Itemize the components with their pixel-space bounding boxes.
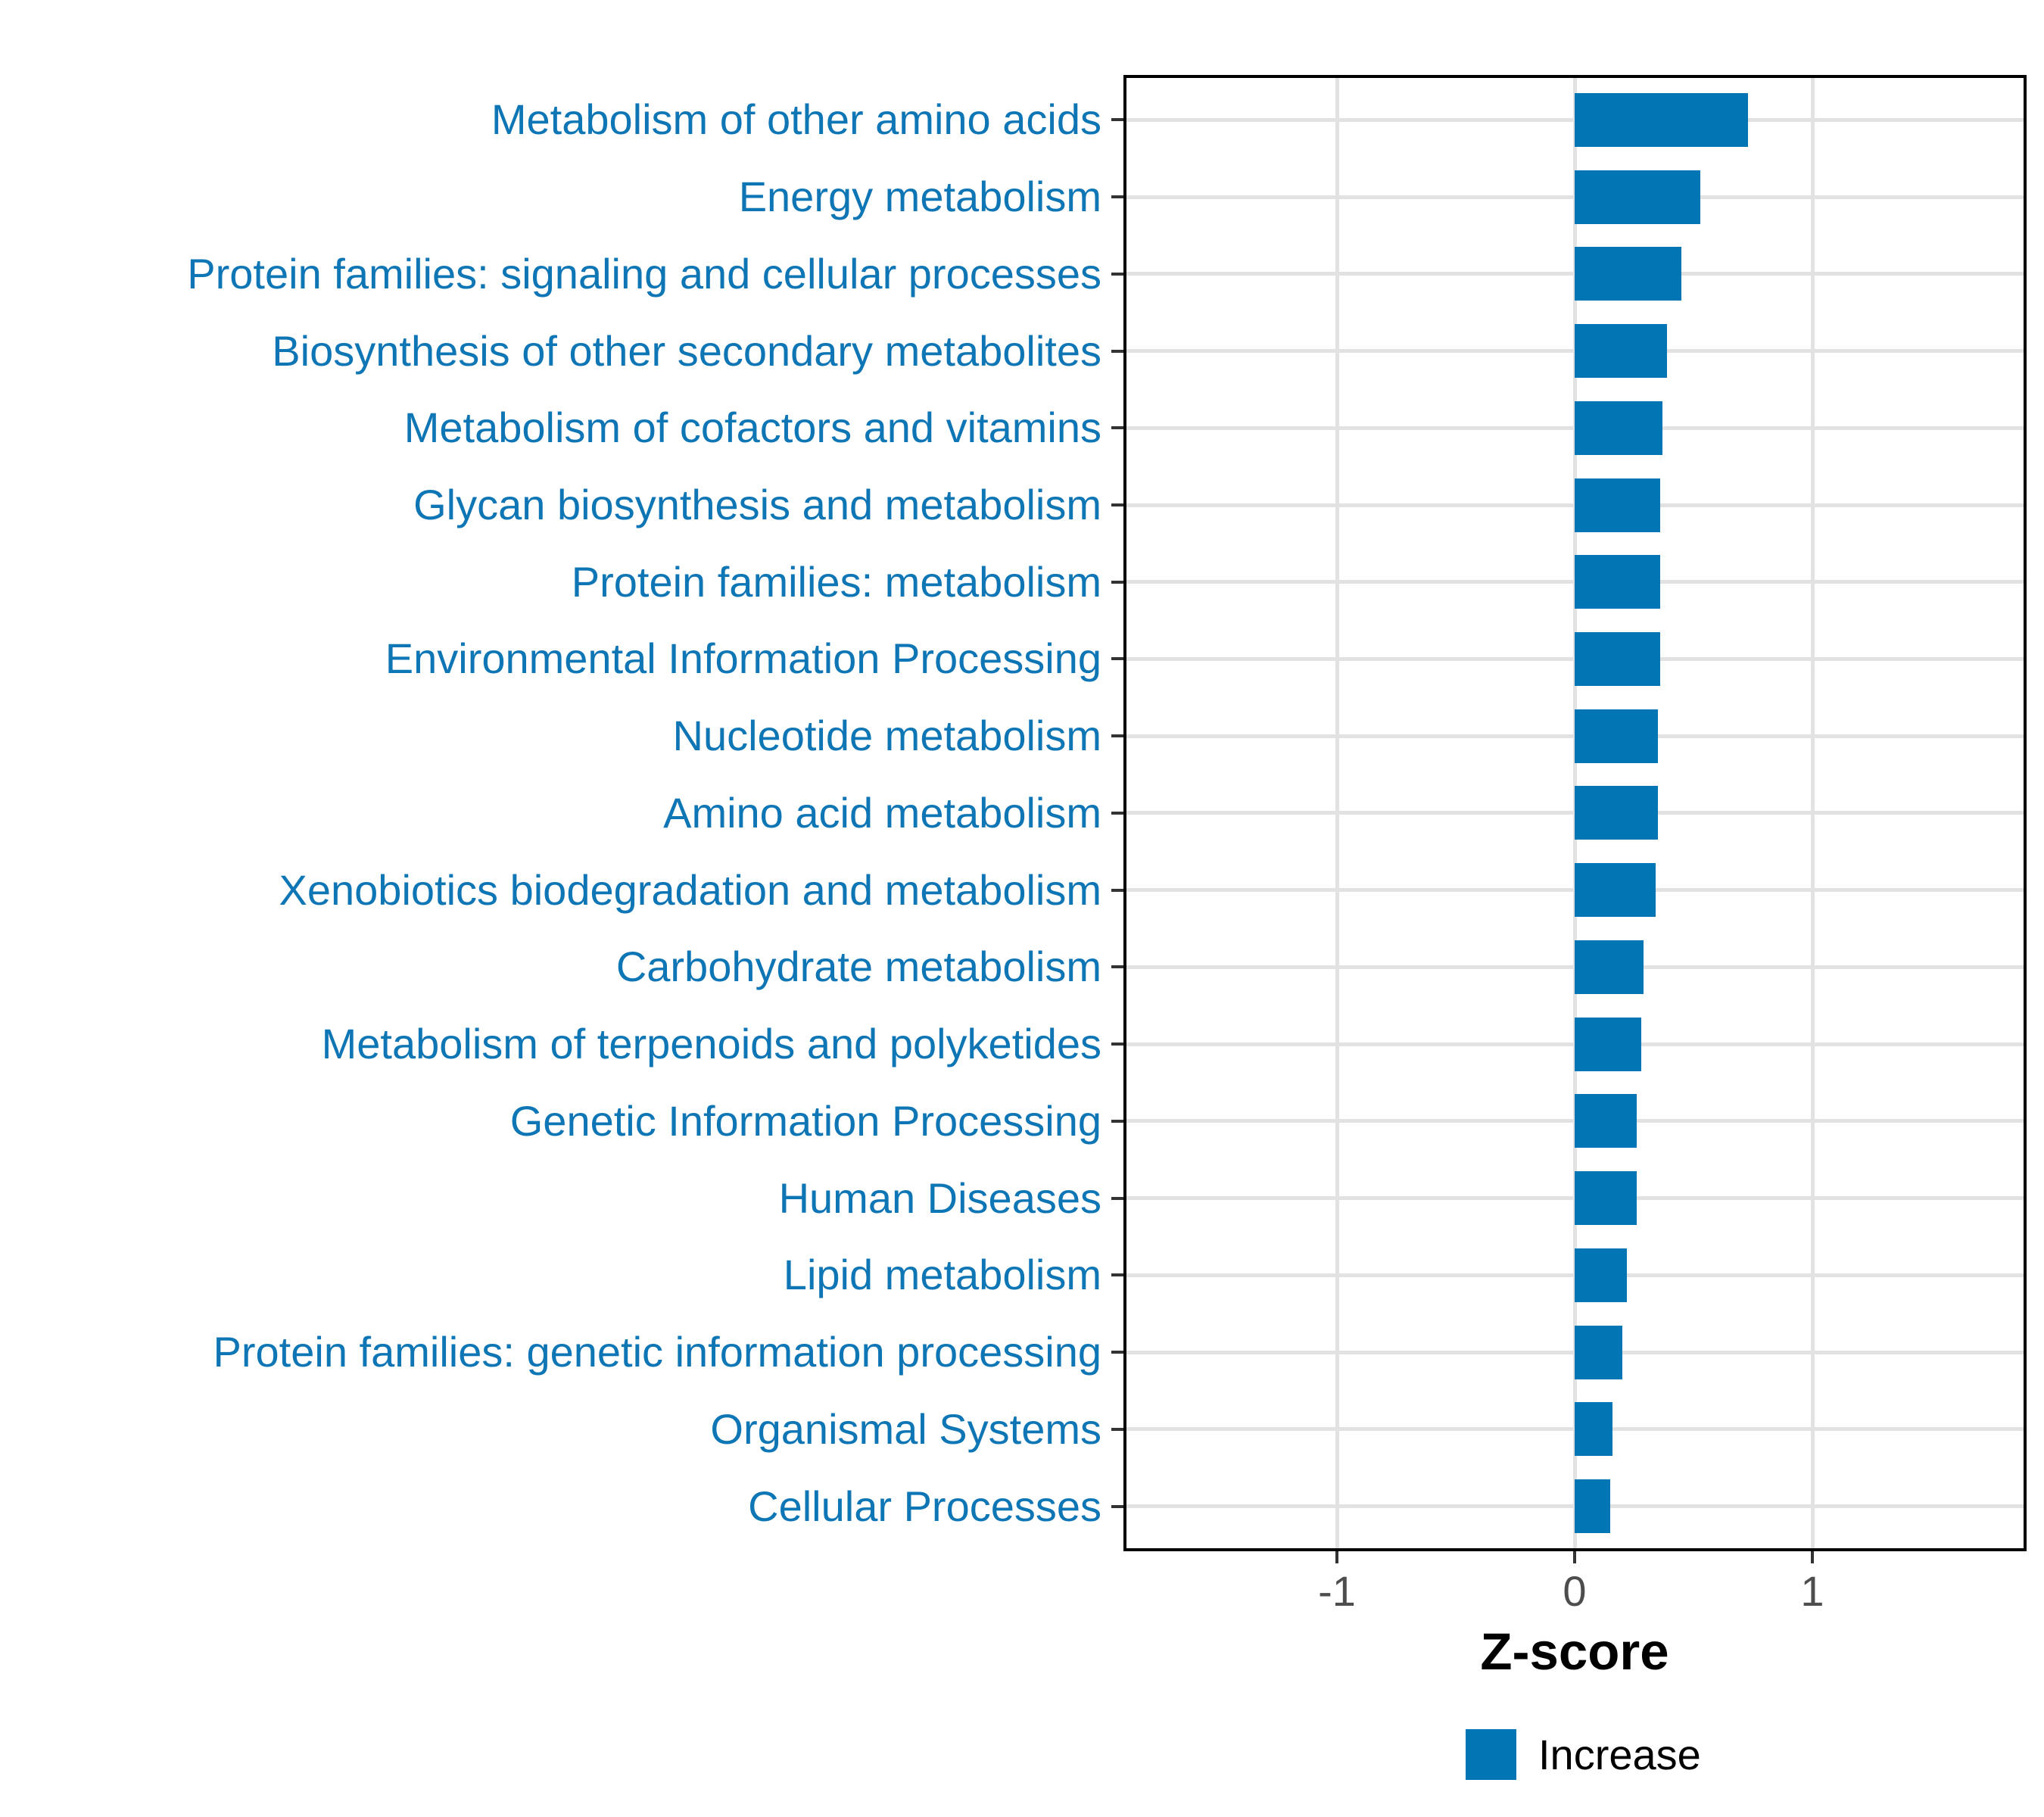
y-tick-mark [1111,349,1123,353]
bar [1575,555,1660,609]
x-tick-label: -1 [1318,1567,1356,1615]
y-tick-mark [1111,1427,1123,1431]
y-tick-mark [1111,657,1123,661]
y-axis-label: Protein families: genetic information pr… [213,1328,1101,1376]
y-axis-label: Glycan biosynthesis and metabolism [413,481,1101,528]
bar [1575,324,1667,379]
y-tick-mark [1111,503,1123,506]
y-tick-mark [1111,888,1123,892]
x-tick-label: 1 [1800,1567,1824,1615]
y-tick-mark [1111,1504,1123,1508]
bar [1575,400,1662,455]
y-axis-label: Carbohydrate metabolism [615,943,1101,991]
plot-panel-border [1123,75,2027,1551]
y-axis-label: Metabolism of cofactors and vitamins [404,404,1101,452]
y-tick-mark [1111,811,1123,815]
bar [1575,1248,1627,1302]
bar [1575,863,1656,918]
y-axis-label: Biosynthesis of other secondary metaboli… [272,326,1101,375]
v-gridline [1810,75,1815,1551]
y-tick-mark [1111,965,1123,969]
y-axis-label: Human Diseases [778,1173,1101,1222]
bar [1575,631,1660,686]
y-axis-label: Metabolism of terpenoids and polyketides [321,1020,1101,1068]
bar [1575,1094,1637,1148]
bar [1575,1171,1637,1226]
y-tick-mark [1111,734,1123,738]
y-tick-mark [1111,1196,1123,1200]
x-axis-title: Z-score [1480,1622,1669,1681]
bar [1575,1402,1612,1457]
bar [1575,92,1748,147]
x-tick-mark [1811,1551,1814,1563]
y-tick-mark [1111,272,1123,276]
v-gridline [1335,75,1339,1551]
y-axis-label: Lipid metabolism [783,1251,1101,1299]
y-axis-label: Nucleotide metabolism [672,712,1101,760]
y-tick-mark [1111,1043,1123,1046]
y-axis-label: Environmental Information Processing [385,634,1101,683]
legend: Increase [1466,1729,1701,1780]
bar [1575,940,1644,994]
y-axis-label: Amino acid metabolism [663,788,1101,837]
bar [1575,247,1681,301]
bar [1575,709,1658,763]
x-tick-mark [1573,1551,1576,1563]
y-tick-mark [1111,580,1123,584]
bar [1575,1325,1622,1379]
y-axis-label: Cellular Processes [748,1482,1101,1530]
bar [1575,786,1658,840]
y-axis-label: Metabolism of other amino acids [491,95,1101,144]
legend-label: Increase [1538,1731,1701,1778]
y-axis-label: Protein families: metabolism [571,557,1101,606]
bar [1575,1479,1610,1534]
bar [1575,170,1700,224]
y-tick-mark [1111,1351,1123,1354]
legend-swatch-increase [1466,1729,1516,1780]
y-tick-mark [1111,118,1123,122]
y-tick-mark [1111,1273,1123,1277]
x-tick-mark [1335,1551,1338,1563]
y-axis-label: Xenobiotics biodegradation and metabolis… [279,865,1101,914]
y-axis-label: Genetic Information Processing [509,1096,1101,1145]
y-tick-mark [1111,426,1123,430]
y-axis-label: Protein families: signaling and cellular… [187,249,1101,298]
y-axis-label: Energy metabolism [738,173,1101,221]
y-axis-label: Organismal Systems [710,1404,1101,1453]
bar [1575,478,1660,532]
y-tick-mark [1111,195,1123,199]
y-tick-mark [1111,1119,1123,1123]
bar [1575,1017,1641,1071]
x-tick-label: 0 [1563,1567,1587,1615]
